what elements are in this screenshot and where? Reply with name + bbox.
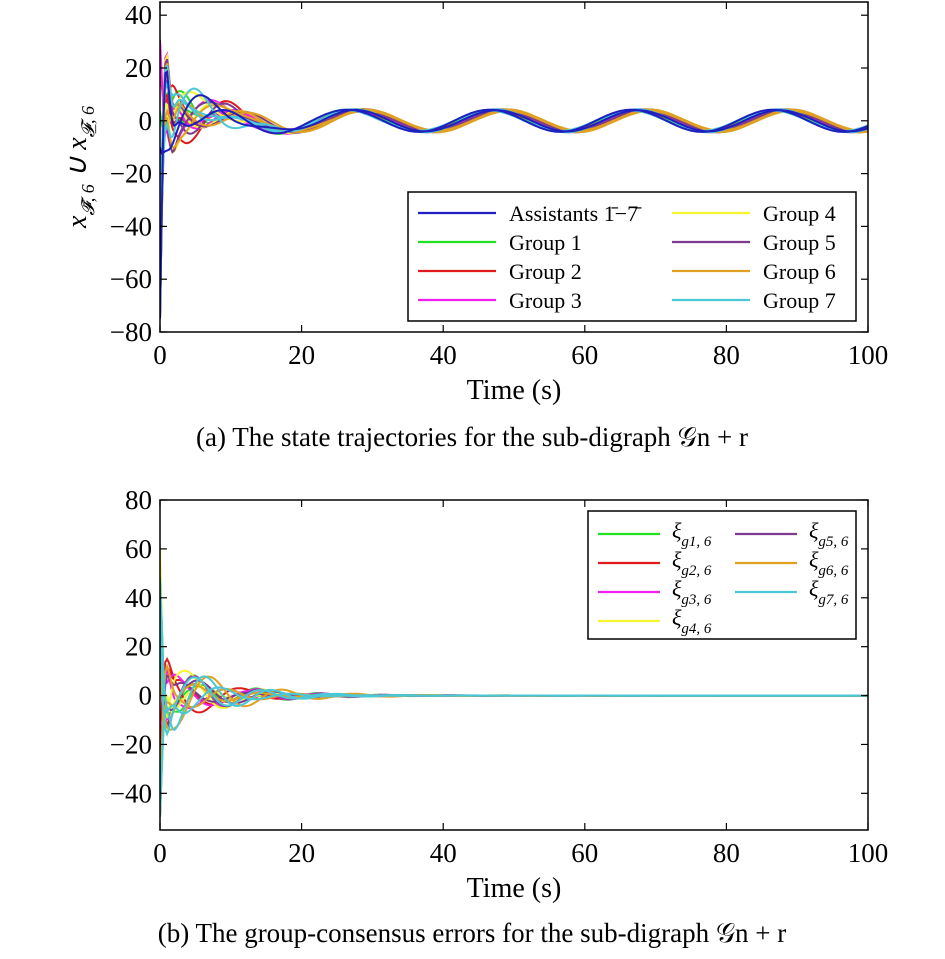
series-line-b-5 xyxy=(160,662,868,817)
plot-area-a xyxy=(160,39,868,319)
b-xtick-label: 60 xyxy=(571,838,598,868)
x-axis-label-b: Time (s) xyxy=(467,873,562,904)
a-ytick-label: 40 xyxy=(125,0,152,30)
series-line-a-7 xyxy=(160,81,868,201)
legend-b-label-2: ξg3, 6 xyxy=(672,576,712,608)
legend-b-label-0: ξg1, 6 xyxy=(672,518,712,550)
series-line-a-0 xyxy=(160,69,868,319)
legend-b-label-5: ξg6, 6 xyxy=(809,547,849,579)
a-ytick-label: −20 xyxy=(110,159,152,189)
a-xtick-label: 20 xyxy=(288,340,315,370)
ticks-a: 0 20 40 60 80 100 −80 −60 −40 −20 0 20 40 xyxy=(110,0,888,370)
legend-a-label-0: Assistants 1̄−7̄ xyxy=(509,201,642,226)
caption-a: (a) The state trajectories for the sub-d… xyxy=(196,422,748,452)
series-line-b-1 xyxy=(160,656,868,754)
panel-b: 0 20 40 60 80 100 −40 −20 0 20 40 60 80 Time (s) ξg1… xyxy=(110,485,888,948)
b-xtick-label: 100 xyxy=(848,838,889,868)
a-xtick-label: 100 xyxy=(848,340,889,370)
legend-a-label-4: Group 4 xyxy=(763,201,836,226)
a-xtick-label: 80 xyxy=(713,340,740,370)
b-xtick-label: 0 xyxy=(153,838,167,868)
b-ytick-label: −20 xyxy=(110,729,152,759)
series-line-b-6 xyxy=(160,577,868,715)
legend-b-label-1: ξg2, 6 xyxy=(672,547,712,579)
axes-frame-b xyxy=(159,499,869,831)
a-ytick-label: −80 xyxy=(110,317,152,347)
panel-a: 0 20 40 60 80 100 −80 −60 −40 −20 0 20 40 Time (s) x… xyxy=(62,0,888,452)
b-xtick-label: 80 xyxy=(713,838,740,868)
series-line-a-0 xyxy=(160,94,868,155)
a-ytick-label: 0 xyxy=(139,106,153,136)
b-ytick-label: 60 xyxy=(125,534,152,564)
legend-a-label-6: Group 6 xyxy=(763,259,836,284)
caption-b: (b) The group-consensus errors for the s… xyxy=(158,918,787,948)
b-ytick-label: −40 xyxy=(110,778,152,808)
series-line-b-3 xyxy=(160,685,868,817)
ticks-b: 0 20 40 60 80 100 −40 −20 0 20 40 60 80 xyxy=(110,485,888,868)
x-axis-label-a: Time (s) xyxy=(467,375,562,406)
a-xtick-label: 0 xyxy=(153,340,167,370)
legend-a: Assistants 1̄−7̄ Group 1 Group 2 Group 3 Gro… xyxy=(407,191,857,322)
series-line-b-0 xyxy=(160,685,868,817)
b-ytick-label: 80 xyxy=(125,485,152,515)
legend-a-label-7: Group 7 xyxy=(763,288,836,313)
axes-frame-a xyxy=(159,1,869,333)
a-xtick-label: 40 xyxy=(430,340,457,370)
legend-a-label-3: Group 3 xyxy=(509,288,582,313)
series-line-b-2 xyxy=(160,674,868,726)
legend-a-label-5: Group 5 xyxy=(763,230,836,255)
b-xtick-label: 40 xyxy=(430,838,457,868)
b-ytick-label: 0 xyxy=(139,681,153,711)
a-ytick-label: −60 xyxy=(110,264,152,294)
a-ytick-label: −40 xyxy=(110,211,152,241)
legend-a-label-2: Group 2 xyxy=(509,259,582,284)
legend-b-label-6: ξg7, 6 xyxy=(809,576,849,608)
series-line-b-4 xyxy=(160,679,868,761)
b-xtick-label: 20 xyxy=(288,838,315,868)
legend-b-label-3: ξg4, 6 xyxy=(672,605,712,637)
plot-area-b xyxy=(160,550,868,817)
svg-text:x𝓕̄, 6 ∪ x𝓕̲, 6: x𝓕̄, 6 ∪ x𝓕̲, 6 xyxy=(62,106,98,229)
a-ytick-label: 20 xyxy=(125,53,152,83)
y-axis-label-a: x𝓕̄, 6 ∪ x𝓕̲, 6 xyxy=(62,106,98,229)
b-ytick-label: 20 xyxy=(125,632,152,662)
legend-box-b xyxy=(587,510,857,640)
a-xtick-label: 60 xyxy=(571,340,598,370)
legend-a-label-1: Group 1 xyxy=(509,230,582,255)
b-ytick-label: 40 xyxy=(125,583,152,613)
legend-b-label-4: ξg5, 6 xyxy=(809,518,849,550)
